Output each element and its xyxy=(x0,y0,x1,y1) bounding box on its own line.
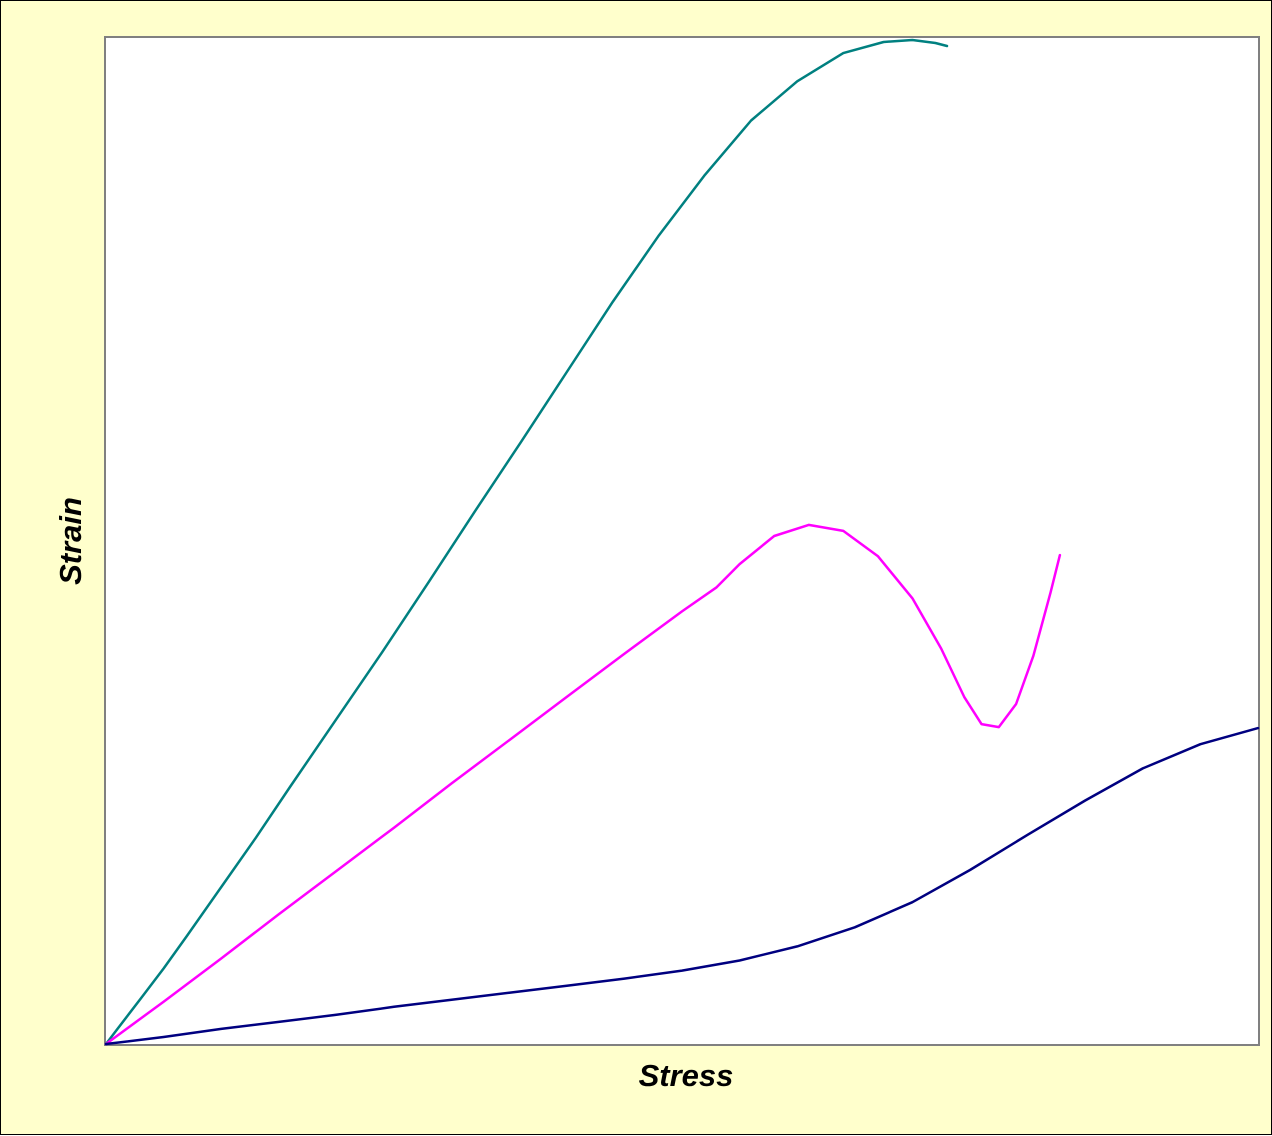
series-layer xyxy=(104,38,1260,1046)
series-line-2 xyxy=(104,523,1062,1046)
x-axis-title: Stress xyxy=(639,1058,734,1093)
plot-area xyxy=(104,36,1260,1046)
y-axis-title: Strain xyxy=(53,497,88,585)
series-line-3 xyxy=(104,726,1260,1046)
series-line-1 xyxy=(104,38,949,1046)
